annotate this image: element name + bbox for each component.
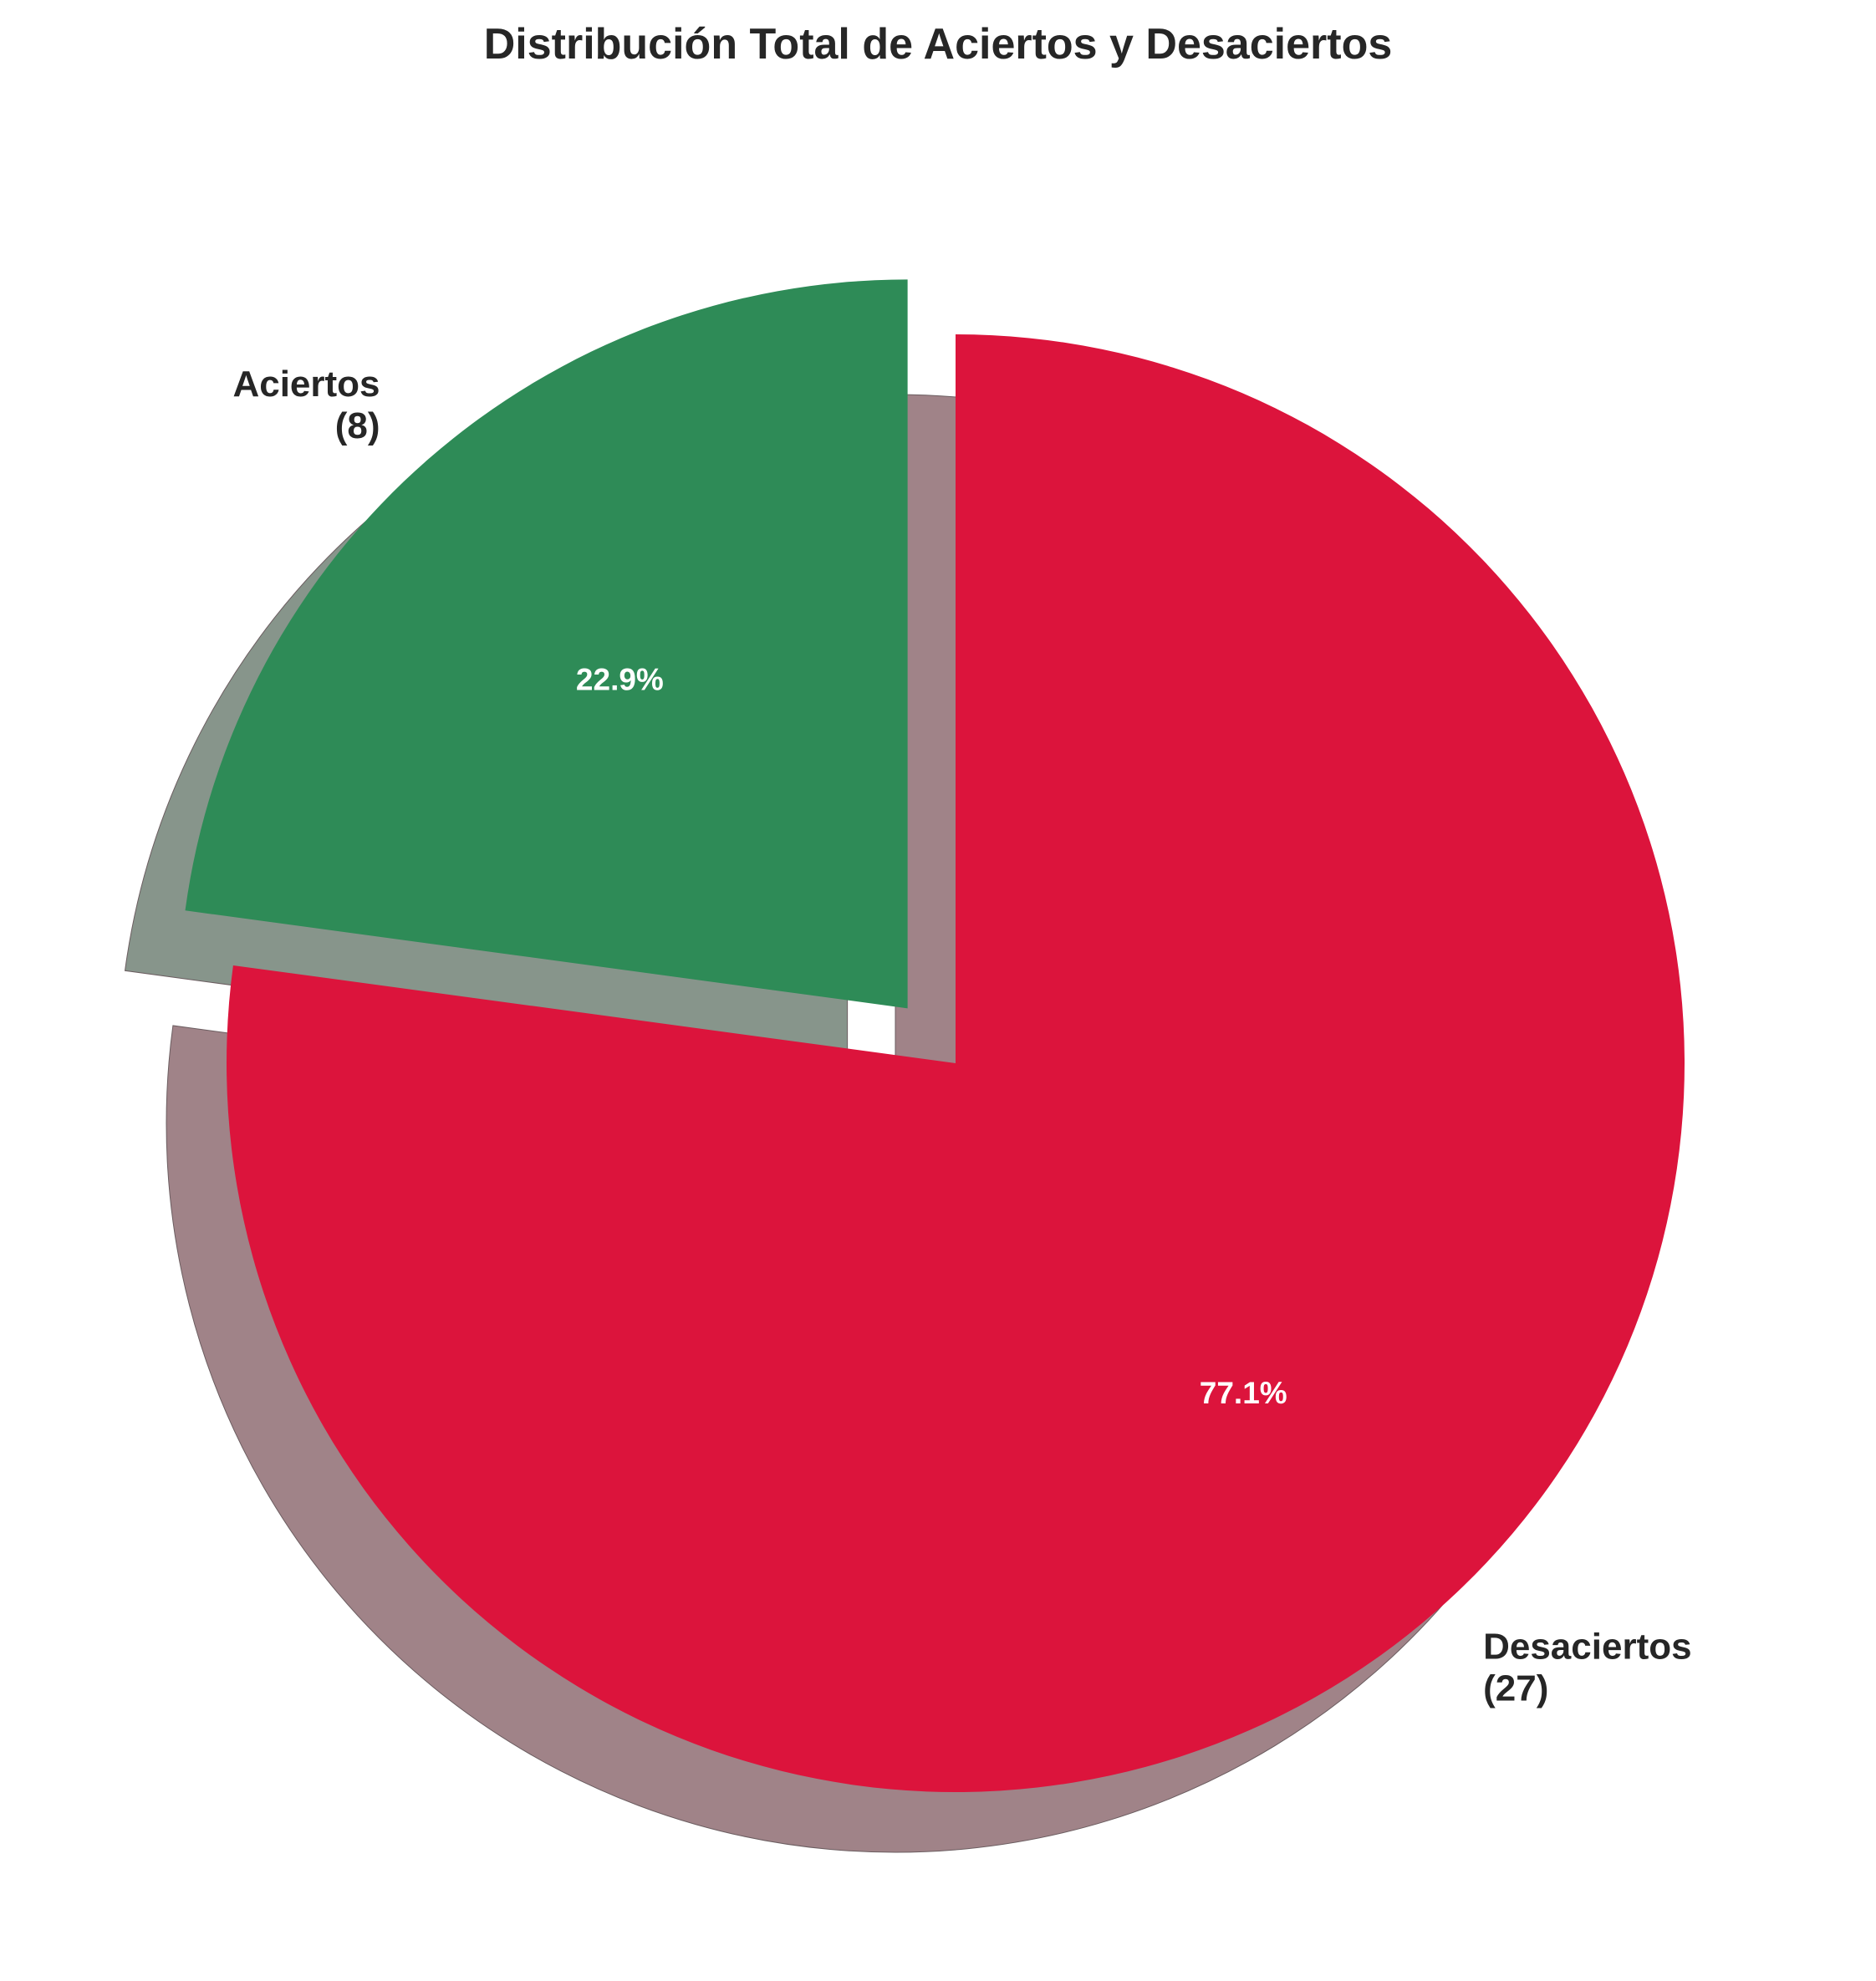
- pie-category-label-aciertos: Aciertos (8): [232, 364, 380, 446]
- pie-percent-label-aciertos: 22.9%: [576, 662, 664, 696]
- pie-slice-aciertos: [185, 279, 908, 1009]
- pie-label-layer: 22.9% Aciertos (8) 77.1% Desaciertos (27): [232, 364, 1691, 1709]
- chart-title: Distribución Total de Aciertos y Desacie…: [484, 20, 1393, 69]
- pie-slice-layer: [185, 279, 1685, 1793]
- pie-percent-label-desaciertos: 77.1%: [1200, 1376, 1287, 1410]
- pie-category-label-desaciertos: Desaciertos (27): [1483, 1626, 1691, 1709]
- pie-slice-desaciertos: [227, 334, 1685, 1793]
